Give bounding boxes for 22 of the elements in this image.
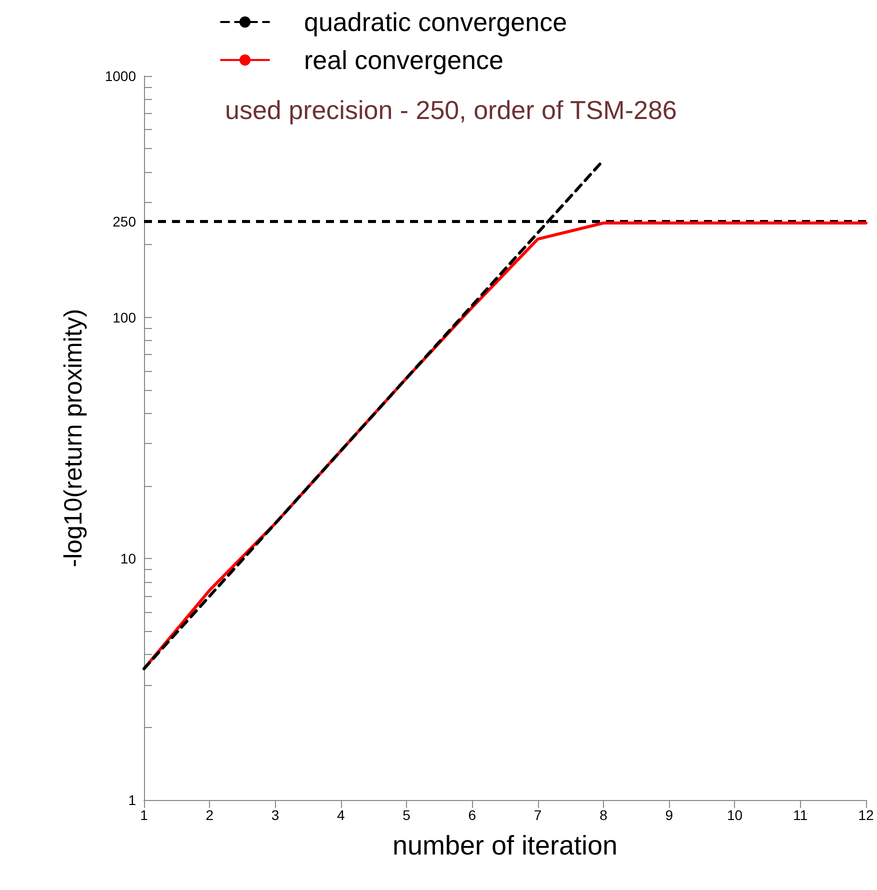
x-axis-title: number of iteration xyxy=(392,830,618,860)
x-tick-label: 9 xyxy=(665,807,674,823)
x-tick-label: 4 xyxy=(337,807,346,823)
x-tick-label: 1 xyxy=(140,807,148,823)
y-axis-title: -log10(return proximity) xyxy=(60,308,88,568)
y-tick-label: 100 xyxy=(112,309,136,326)
x-tick-label: 8 xyxy=(600,807,608,823)
y-tick-label: 1000 xyxy=(104,68,136,84)
legend-label: quadratic convergence xyxy=(304,7,568,37)
x-tick-label: 5 xyxy=(402,807,411,823)
y-tick-label: 250 xyxy=(112,213,136,230)
y-tick-label: 10 xyxy=(120,550,136,567)
x-tick-label: 12 xyxy=(858,807,874,823)
x-tick-label: 6 xyxy=(468,807,476,823)
legend-label: real convergence xyxy=(304,45,504,75)
x-tick-label: 3 xyxy=(271,807,280,823)
x-tick-label: 10 xyxy=(726,807,743,823)
y-tick-label: 1 xyxy=(128,792,136,808)
x-tick-label: 11 xyxy=(793,807,808,823)
annotation: used precision - 250, order of TSM-286 xyxy=(225,95,677,125)
x-tick-label: 7 xyxy=(534,807,542,823)
x-tick-label: 2 xyxy=(206,807,214,823)
